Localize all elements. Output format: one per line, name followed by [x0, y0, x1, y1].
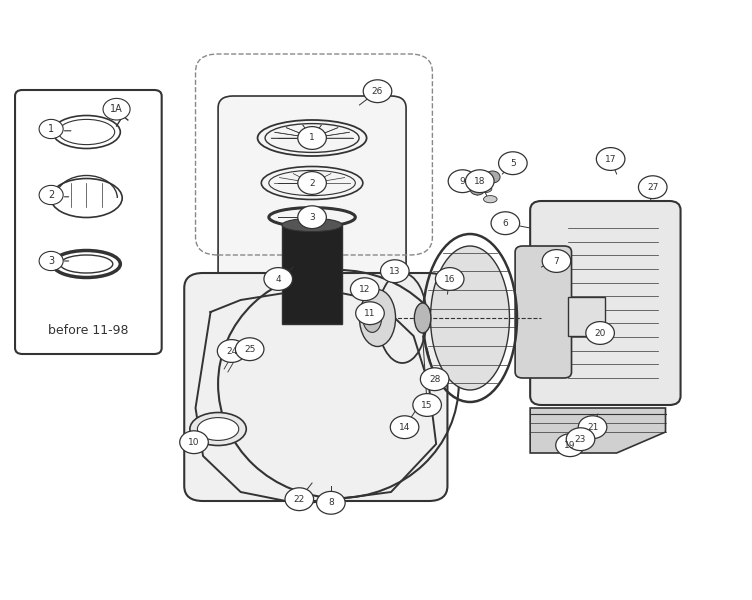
- Circle shape: [298, 172, 326, 194]
- Circle shape: [39, 185, 63, 205]
- Text: 14: 14: [399, 422, 411, 432]
- Circle shape: [285, 488, 314, 511]
- Bar: [282, 225, 342, 324]
- Circle shape: [566, 428, 595, 451]
- Circle shape: [350, 278, 379, 301]
- FancyBboxPatch shape: [184, 273, 447, 501]
- Circle shape: [363, 80, 392, 103]
- FancyBboxPatch shape: [530, 201, 681, 405]
- Ellipse shape: [414, 303, 431, 333]
- Ellipse shape: [363, 304, 381, 332]
- FancyBboxPatch shape: [515, 246, 572, 378]
- Text: 21: 21: [587, 422, 599, 432]
- Circle shape: [180, 431, 208, 454]
- Text: 19: 19: [564, 440, 576, 450]
- Text: 12: 12: [359, 284, 371, 293]
- Text: 3: 3: [48, 256, 54, 266]
- Circle shape: [485, 171, 500, 183]
- Ellipse shape: [190, 413, 246, 445]
- Text: 1: 1: [48, 124, 54, 134]
- Text: 22: 22: [294, 494, 305, 503]
- Text: 24: 24: [226, 346, 237, 355]
- Text: 4: 4: [275, 275, 281, 283]
- Circle shape: [103, 98, 130, 120]
- Text: 2: 2: [309, 179, 315, 187]
- Ellipse shape: [484, 196, 497, 203]
- Text: 10: 10: [188, 438, 200, 446]
- Circle shape: [596, 148, 625, 170]
- Circle shape: [390, 416, 419, 439]
- FancyBboxPatch shape: [218, 96, 406, 300]
- Text: 18: 18: [474, 176, 486, 186]
- Text: 20: 20: [594, 329, 606, 337]
- Circle shape: [39, 119, 63, 139]
- Text: 1: 1: [309, 133, 315, 142]
- Circle shape: [638, 176, 667, 199]
- Circle shape: [556, 434, 584, 457]
- Circle shape: [317, 491, 345, 514]
- Circle shape: [420, 368, 449, 391]
- Circle shape: [217, 340, 246, 362]
- Circle shape: [542, 250, 571, 272]
- Circle shape: [356, 302, 384, 325]
- Circle shape: [235, 338, 264, 361]
- Text: 9: 9: [459, 176, 465, 186]
- Text: 13: 13: [389, 266, 401, 275]
- FancyBboxPatch shape: [15, 90, 162, 354]
- Circle shape: [413, 394, 441, 416]
- Ellipse shape: [282, 218, 342, 232]
- Circle shape: [448, 170, 477, 193]
- Text: 27: 27: [647, 182, 659, 192]
- Circle shape: [491, 212, 520, 235]
- Circle shape: [499, 152, 527, 175]
- Text: 11: 11: [364, 308, 376, 318]
- Text: 5: 5: [510, 158, 516, 167]
- Text: 3: 3: [309, 212, 315, 221]
- Text: before 11-98: before 11-98: [48, 323, 129, 337]
- Circle shape: [39, 251, 63, 271]
- Circle shape: [465, 170, 494, 193]
- Circle shape: [298, 206, 326, 229]
- Text: 28: 28: [429, 374, 441, 384]
- Text: 26: 26: [371, 87, 384, 95]
- Text: 15: 15: [421, 401, 433, 409]
- Circle shape: [470, 183, 485, 195]
- Circle shape: [298, 127, 326, 149]
- Circle shape: [578, 416, 607, 439]
- Polygon shape: [530, 408, 666, 453]
- Ellipse shape: [478, 185, 492, 193]
- Ellipse shape: [197, 418, 239, 440]
- Text: 16: 16: [444, 275, 456, 283]
- Text: 6: 6: [502, 218, 508, 227]
- Text: 17: 17: [605, 154, 617, 163]
- Circle shape: [264, 268, 293, 290]
- Text: 25: 25: [244, 344, 256, 354]
- Circle shape: [435, 268, 464, 290]
- Circle shape: [381, 260, 409, 283]
- Text: 23: 23: [575, 434, 587, 444]
- Ellipse shape: [430, 246, 510, 390]
- Text: 1A: 1A: [111, 104, 123, 114]
- Text: 8: 8: [328, 498, 334, 507]
- Text: 7: 7: [553, 257, 559, 265]
- Circle shape: [586, 322, 614, 344]
- Ellipse shape: [359, 289, 396, 346]
- Bar: [568, 297, 605, 336]
- Text: 2: 2: [48, 190, 54, 200]
